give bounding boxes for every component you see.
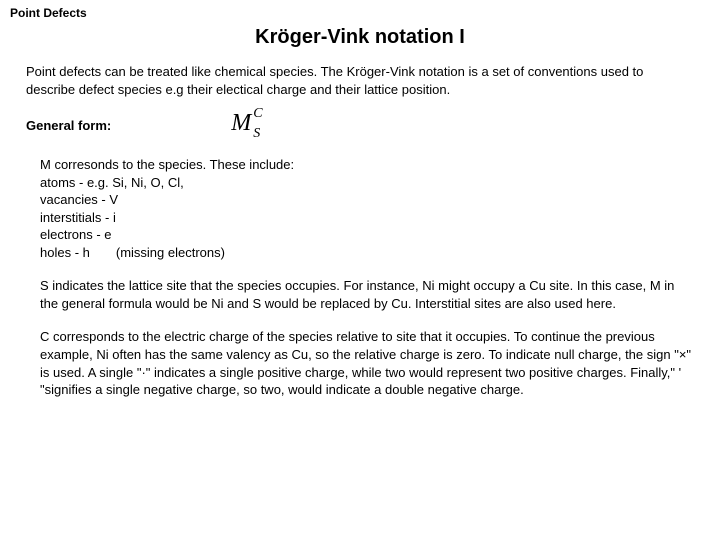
- slide-page: Point Defects Kröger-Vink notation I Poi…: [0, 0, 720, 540]
- charge-paragraph: C corresponds to the electric charge of …: [40, 328, 694, 398]
- formula-superscript: C: [253, 106, 262, 122]
- page-title: Kröger-Vink notation I: [22, 26, 698, 49]
- species-holes-prefix: holes - h: [40, 245, 90, 260]
- intro-paragraph: Point defects can be treated like chemic…: [26, 63, 694, 98]
- species-holes-note: (missing electrons): [116, 245, 225, 260]
- species-line: atoms - e.g. Si, Ni, O, Cl,: [40, 175, 184, 190]
- species-line: interstitials - i: [40, 210, 116, 225]
- formula-base: M: [231, 110, 251, 137]
- body-block: M corresonds to the species. These inclu…: [40, 156, 694, 399]
- species-line: vacancies - V: [40, 192, 118, 207]
- general-form-row: General form: M C S: [26, 108, 694, 142]
- general-form-label: General form:: [26, 118, 111, 133]
- formula-subscript: S: [253, 126, 260, 142]
- species-paragraph: M corresonds to the species. These inclu…: [40, 156, 694, 261]
- species-line: electrons - e: [40, 227, 112, 242]
- species-heading: M corresonds to the species. These inclu…: [40, 157, 294, 172]
- site-paragraph: S indicates the lattice site that the sp…: [40, 277, 694, 312]
- corner-label: Point Defects: [10, 6, 87, 20]
- formula: M C S: [231, 108, 281, 142]
